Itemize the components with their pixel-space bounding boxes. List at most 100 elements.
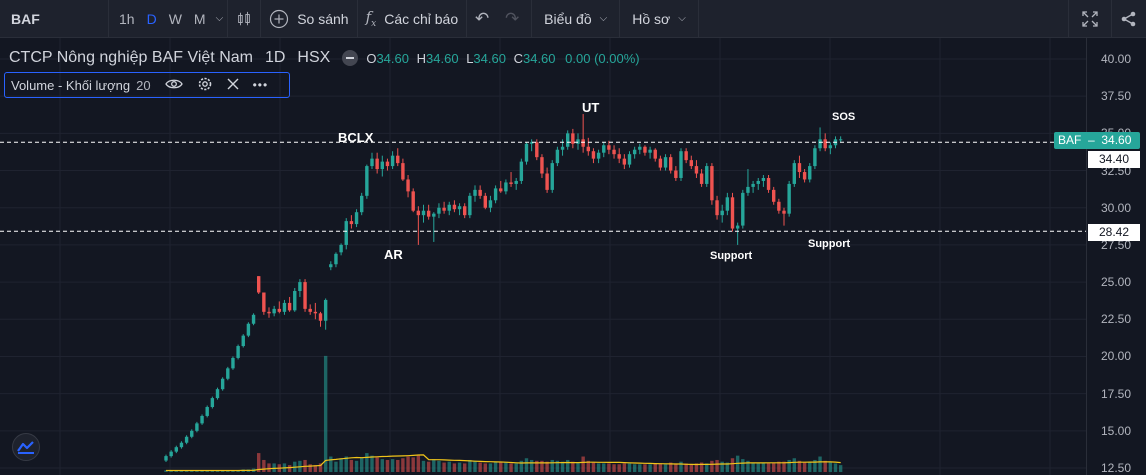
candle-body <box>334 253 338 265</box>
candle-body <box>761 177 766 181</box>
eye-icon[interactable] <box>164 77 183 93</box>
candle-body <box>463 206 467 216</box>
candle-body <box>746 186 750 193</box>
interval-w[interactable]: W <box>168 10 182 27</box>
volume-bar <box>447 461 451 472</box>
volume-bar <box>380 459 384 472</box>
volume-bar <box>478 462 482 472</box>
undo-button[interactable]: ↶ <box>467 0 497 38</box>
interval-1h[interactable]: 1h <box>119 10 135 27</box>
interval-d[interactable]: D <box>146 10 157 27</box>
candle-body <box>416 210 421 216</box>
profile-menu[interactable]: Hồ sơ ⌵ <box>620 0 698 38</box>
candle-body <box>751 183 755 187</box>
chevron-down-icon: ⌵ <box>678 13 686 24</box>
candle-body <box>777 201 781 211</box>
candle-body <box>566 133 570 147</box>
candle-body <box>226 368 230 379</box>
volume-bar <box>313 465 318 472</box>
candle-body <box>571 133 575 144</box>
candle-body <box>483 195 487 208</box>
volume-bar <box>421 460 426 472</box>
volume-bar <box>529 459 534 472</box>
tradingview-logo[interactable] <box>12 433 40 461</box>
chevron-down-icon[interactable]: ⌵ <box>215 13 224 24</box>
fx-icon: fx <box>365 8 377 29</box>
candle-body <box>262 292 266 312</box>
candle-body <box>282 302 287 312</box>
symbol-search[interactable]: BAF <box>11 10 40 27</box>
candle-body <box>200 415 204 424</box>
volume-bar <box>272 463 276 472</box>
candle-body <box>797 163 802 173</box>
compare-button[interactable]: So sánh <box>261 0 356 38</box>
redo-button[interactable]: ↷ <box>497 0 527 38</box>
candle-body <box>406 179 410 192</box>
candle-body <box>375 158 379 170</box>
volume-bar <box>596 463 601 472</box>
candle-body <box>411 191 415 211</box>
chart-canvas[interactable] <box>0 38 1086 475</box>
price-scale[interactable]: 40.0037.5035.0032.5030.0027.5025.0022.50… <box>1086 38 1146 475</box>
volume-bar <box>658 463 663 472</box>
volume-bar <box>808 461 812 472</box>
volume-bar <box>519 460 524 472</box>
share-button[interactable] <box>1112 0 1146 38</box>
candle-body <box>349 221 354 225</box>
volume-bar <box>617 464 621 472</box>
interval-m[interactable]: M <box>193 10 206 27</box>
candle-body <box>509 182 513 184</box>
close-icon[interactable] <box>227 77 239 93</box>
divider <box>227 0 229 38</box>
volume-bar <box>179 470 184 472</box>
candle-body <box>581 139 585 147</box>
fullscreen-button[interactable] <box>1069 0 1111 38</box>
more-icon[interactable]: ••• <box>252 78 269 92</box>
candle-body <box>756 180 760 184</box>
candle-body <box>596 152 601 159</box>
candle-body <box>560 146 565 150</box>
chart-type-menu[interactable]: Biểu đồ ⌵ <box>532 0 619 38</box>
candle-body <box>169 451 173 457</box>
volume-bar <box>426 461 431 472</box>
candle-body <box>452 204 457 210</box>
volume-bar <box>257 453 261 472</box>
divider <box>1111 0 1112 38</box>
volume-bar <box>226 470 230 472</box>
candle-body <box>725 197 730 211</box>
last-price-label: BAF – 34.60 <box>1054 132 1140 149</box>
candle-body <box>607 145 611 150</box>
candle-body <box>241 335 245 347</box>
indicators-button[interactable]: fx Các chỉ báo <box>358 0 467 38</box>
volume-bar <box>385 459 390 472</box>
volume-bar <box>705 463 709 472</box>
volume-bar <box>772 462 776 472</box>
candle-body <box>741 192 745 226</box>
volume-bar <box>267 463 271 472</box>
gear-icon[interactable] <box>197 76 213 95</box>
volume-bar <box>220 470 225 472</box>
annotation-ut: UT <box>582 100 600 115</box>
candle-body <box>344 221 348 245</box>
volume-bar <box>195 470 199 472</box>
volume-bar <box>545 461 549 472</box>
minus-icon[interactable] <box>342 50 359 66</box>
volume-bar <box>329 456 333 472</box>
candle-body <box>179 442 184 448</box>
candle-body <box>499 188 503 192</box>
volume-bar <box>483 463 487 472</box>
candle-body <box>493 188 498 201</box>
volume-legend[interactable]: Volume - Khối lượng 20 ••• <box>4 72 290 98</box>
divider <box>108 0 109 38</box>
candle-body <box>787 183 791 214</box>
candle-body <box>674 170 678 178</box>
price-tick: 22.50 <box>1101 312 1132 327</box>
volume-bar <box>262 459 266 472</box>
price-tick: 17.50 <box>1101 386 1132 401</box>
candle-body <box>329 264 333 268</box>
volume-bar <box>540 460 544 472</box>
volume-bar <box>504 462 508 472</box>
volume-ma-line <box>166 454 841 472</box>
volume-length: 20 <box>136 77 151 93</box>
chart-style-button[interactable] <box>228 0 260 38</box>
